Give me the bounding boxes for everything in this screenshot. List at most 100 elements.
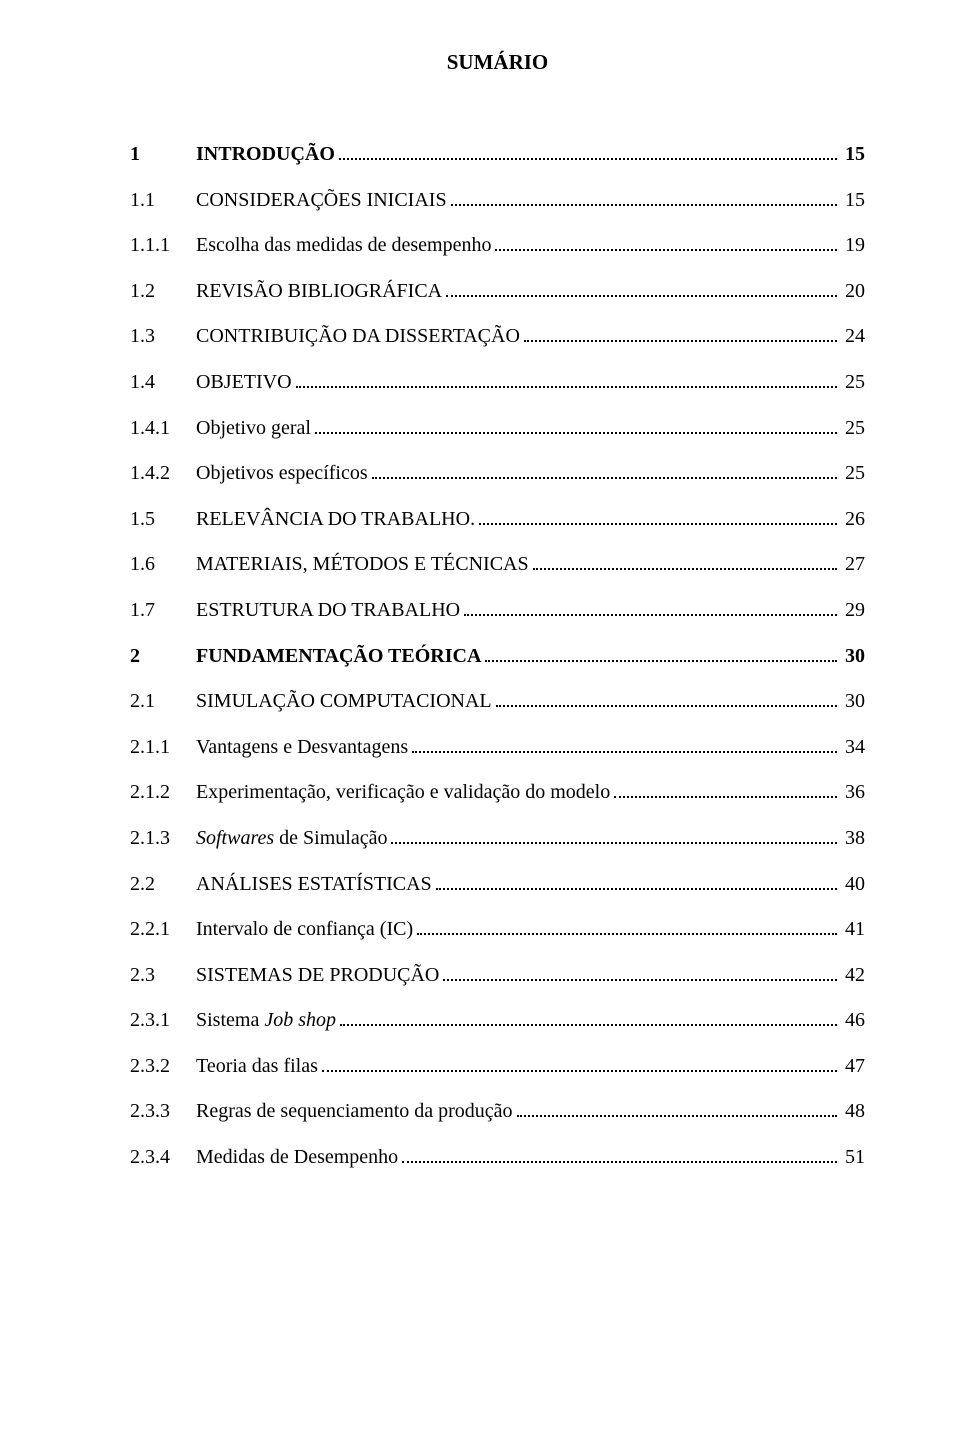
toc-entry: 1.7ESTRUTURA DO TRABALHO29 [130,599,865,622]
toc-entry-page: 34 [841,736,865,759]
toc-leader-dots [372,477,837,479]
toc-entry-label: CONTRIBUIÇÃO DA DISSERTAÇÃO [196,325,520,348]
toc-leader-dots [417,933,837,935]
toc-entry-page: 42 [841,964,865,987]
toc-leader-dots [479,523,837,525]
toc-entry-label: SIMULAÇÃO COMPUTACIONAL [196,690,492,713]
toc-leader-dots [322,1070,837,1072]
toc-entry-number: 1.4 [130,371,196,394]
toc-entry: 1INTRODUÇÃO15 [130,143,865,166]
toc-entry: 2.3.2Teoria das filas 47 [130,1055,865,1078]
toc-leader-dots [517,1115,837,1117]
toc-entry-number: 2.1.1 [130,736,196,759]
toc-leader-dots [339,158,837,160]
toc-entry: 2.3.3Regras de sequenciamento da produçã… [130,1100,865,1123]
toc-leader-dots [296,386,837,388]
toc-leader-dots [446,295,837,297]
toc-entry-number: 2.2.1 [130,918,196,941]
toc-entry-number: 1.4.1 [130,417,196,440]
toc-entry-label: Softwares de Simulação [196,827,387,850]
toc-leader-dots [451,204,837,206]
toc-leader-dots [524,340,837,342]
toc-entry-page: 19 [841,234,865,257]
toc-entry-number: 1.5 [130,508,196,531]
table-of-contents: 1INTRODUÇÃO151.1CONSIDERAÇÕES INICIAIS15… [130,143,865,1169]
toc-entry: 1.1.1Escolha das medidas de desempenho19 [130,234,865,257]
toc-entry-page: 15 [841,189,865,212]
toc-entry: 2.3.1Sistema Job shop 46 [130,1009,865,1032]
toc-entry-number: 2.3.4 [130,1146,196,1169]
toc-entry-number: 1.7 [130,599,196,622]
toc-entry-page: 25 [841,462,865,485]
toc-leader-dots [436,888,837,890]
toc-leader-dots [496,705,837,707]
toc-entry-label: Objetivo geral [196,417,311,440]
toc-entry-number: 2.3.2 [130,1055,196,1078]
toc-entry: 2.2.1Intervalo de confiança (IC) 41 [130,918,865,941]
toc-entry-label: Regras de sequenciamento da produção [196,1100,513,1123]
toc-entry-number: 2.1 [130,690,196,713]
toc-entry-number: 1.4.2 [130,462,196,485]
toc-entry: 1.4.1Objetivo geral 25 [130,417,865,440]
toc-entry-number: 1.2 [130,280,196,303]
toc-entry-page: 29 [841,599,865,622]
toc-entry-page: 41 [841,918,865,941]
toc-entry: 1.1CONSIDERAÇÕES INICIAIS15 [130,189,865,212]
toc-leader-dots [485,660,837,662]
toc-entry: 2.2ANÁLISES ESTATÍSTICAS40 [130,873,865,896]
toc-entry-number: 2 [130,645,196,668]
toc-entry-number: 2.2 [130,873,196,896]
toc-entry: 2.1.3Softwares de Simulação 38 [130,827,865,850]
toc-entry-label: MATERIAIS, MÉTODOS E TÉCNICAS [196,553,529,576]
toc-entry-page: 26 [841,508,865,531]
toc-entry: 2.3.4Medidas de Desempenho 51 [130,1146,865,1169]
toc-entry-page: 30 [841,690,865,713]
toc-entry-number: 1.1 [130,189,196,212]
toc-entry: 1.2REVISÃO BIBLIOGRÁFICA 20 [130,280,865,303]
toc-entry-number: 1.1.1 [130,234,196,257]
toc-entry-page: 38 [841,827,865,850]
toc-entry: 1.6MATERIAIS, MÉTODOS E TÉCNICAS 27 [130,553,865,576]
toc-entry-number: 2.3.3 [130,1100,196,1123]
toc-entry-label: INTRODUÇÃO [196,143,335,166]
toc-leader-dots [315,432,837,434]
toc-entry: 1.5RELEVÂNCIA DO TRABALHO.26 [130,508,865,531]
toc-entry-page: 20 [841,280,865,303]
toc-entry: 2.1SIMULAÇÃO COMPUTACIONAL 30 [130,690,865,713]
toc-entry-page: 47 [841,1055,865,1078]
toc-leader-dots [495,249,837,251]
toc-entry-number: 2.1.2 [130,781,196,804]
toc-entry: 2FUNDAMENTAÇÃO TEÓRICA 30 [130,645,865,668]
toc-leader-dots [464,614,837,616]
toc-entry-number: 2.3.1 [130,1009,196,1032]
toc-leader-dots [533,568,837,570]
toc-entry-number: 1.6 [130,553,196,576]
toc-leader-dots [391,842,837,844]
toc-entry-page: 25 [841,417,865,440]
toc-entry-page: 30 [841,645,865,668]
toc-entry-page: 24 [841,325,865,348]
toc-entry-label: Vantagens e Desvantagens [196,736,408,759]
toc-entry-page: 27 [841,553,865,576]
toc-entry-number: 1 [130,143,196,166]
page-title: SUMÁRIO [130,50,865,75]
toc-entry-label: REVISÃO BIBLIOGRÁFICA [196,280,442,303]
toc-entry-label: Teoria das filas [196,1055,318,1078]
toc-entry-label: Medidas de Desempenho [196,1146,398,1169]
toc-entry-label: Intervalo de confiança (IC) [196,918,413,941]
toc-entry-label: FUNDAMENTAÇÃO TEÓRICA [196,645,481,668]
toc-entry: 2.1.2Experimentação, verificação e valid… [130,781,865,804]
toc-entry: 1.3CONTRIBUIÇÃO DA DISSERTAÇÃO 24 [130,325,865,348]
toc-entry: 2.1.1Vantagens e Desvantagens 34 [130,736,865,759]
toc-entry-label: Sistema Job shop [196,1009,336,1032]
toc-entry-page: 25 [841,371,865,394]
toc-entry-label: SISTEMAS DE PRODUÇÃO [196,964,439,987]
toc-leader-dots [402,1161,837,1163]
toc-entry-page: 48 [841,1100,865,1123]
toc-entry-label: Objetivos específicos [196,462,368,485]
toc-entry-number: 2.1.3 [130,827,196,850]
toc-entry-number: 1.3 [130,325,196,348]
toc-leader-dots [614,796,837,798]
toc-entry-page: 51 [841,1146,865,1169]
toc-entry-page: 46 [841,1009,865,1032]
